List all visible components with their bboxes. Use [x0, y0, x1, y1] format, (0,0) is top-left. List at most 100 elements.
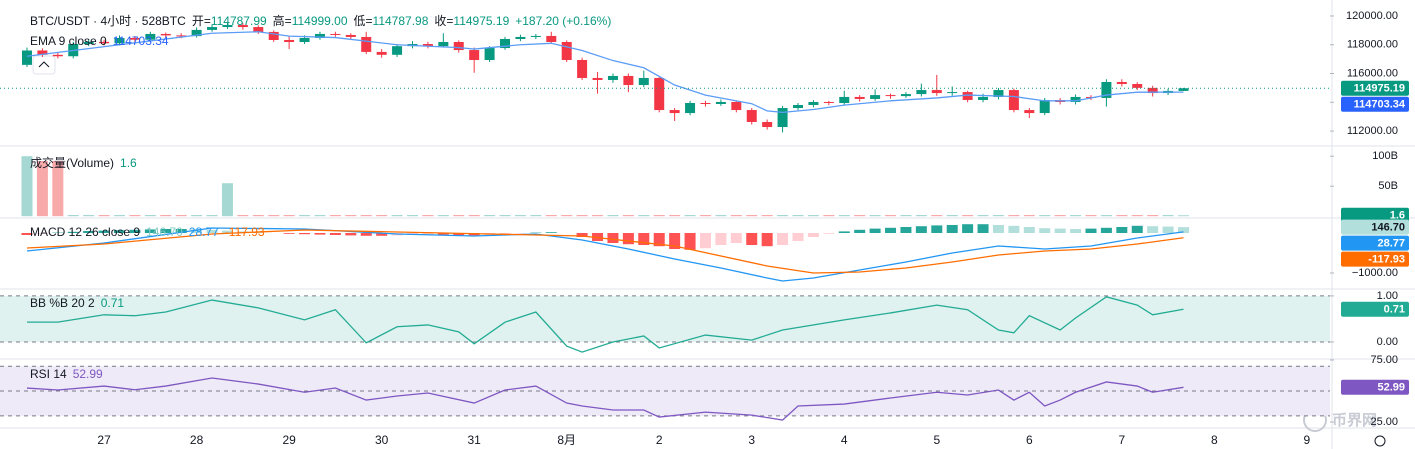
volume-bar [360, 215, 372, 217]
price-tag [1341, 207, 1409, 223]
y-tick-label: 118000.00 [1347, 39, 1398, 51]
volume-bar [854, 215, 866, 217]
volume-bar [730, 215, 742, 217]
volume-bar [314, 215, 326, 217]
legend: EMA 9 close 0 114703.34 [30, 34, 169, 48]
histogram-bar [98, 230, 110, 233]
legend: 成交量(Volume) 1.6 [30, 154, 137, 171]
volume-bar [453, 215, 465, 217]
volume-bar [699, 215, 711, 217]
legend-name: RSI 14 [30, 367, 67, 381]
candle-body [83, 41, 94, 45]
candle-body [299, 37, 310, 43]
change: +187.20 (+0.16%) [515, 13, 612, 28]
candle-body [469, 50, 480, 60]
ohlc-value: 114999.00 [291, 14, 348, 28]
histogram-bar [807, 233, 819, 237]
histogram-bar [191, 229, 203, 233]
volume-bar [206, 215, 218, 217]
volume-bar [545, 215, 557, 217]
histogram-bar [329, 233, 341, 235]
candle-body [947, 92, 958, 94]
volume-bar [98, 215, 110, 217]
legend-value: 52.99 [72, 367, 103, 381]
candle-body [561, 42, 572, 60]
histogram-bar [144, 229, 156, 233]
x-tick-label: 9 [1304, 433, 1311, 447]
histogram-bar [992, 225, 1004, 233]
volume-bar [114, 215, 126, 217]
indicator-line [26, 296, 1184, 353]
candle-body [422, 44, 433, 47]
x-tick-label: 7 [1118, 433, 1125, 447]
volume-bar [761, 215, 773, 217]
volume-bar [160, 215, 172, 217]
x-tick-label: 6 [1026, 433, 1033, 447]
volume-bar [499, 215, 511, 217]
volume-bar [1131, 215, 1143, 217]
volume-bar [1116, 215, 1128, 217]
x-tick-label: 31 [467, 433, 481, 447]
candle-body [530, 35, 541, 37]
legend-value: 1.6 [120, 155, 137, 170]
candle-body [52, 54, 63, 57]
y-tick-label: 75.00 [1370, 354, 1398, 366]
candle-body [21, 50, 32, 65]
volume-bar [931, 215, 943, 217]
candle-body [438, 42, 449, 47]
histogram-bar [175, 229, 187, 233]
volume-bar [283, 215, 295, 217]
histogram-bar [1008, 225, 1020, 233]
histogram-bar [931, 225, 943, 233]
settings-icon[interactable] [1374, 435, 1386, 447]
candle-body [870, 95, 881, 99]
volume-bar [1100, 215, 1112, 217]
candle-body [314, 33, 325, 38]
candle-body [885, 95, 896, 97]
histogram-bar [730, 233, 742, 243]
histogram-bar [345, 233, 357, 236]
collapse-button[interactable] [32, 55, 56, 75]
volume-bar [885, 215, 897, 217]
ohlc: 高=114999.00 [273, 12, 348, 29]
price-tag-label: 1.6 [1390, 210, 1405, 222]
price-tag [1341, 301, 1409, 317]
histogram-bar [885, 227, 897, 233]
histogram-bar [699, 233, 711, 249]
price-tag-label: 146.70 [1371, 222, 1405, 234]
histogram-bar [1085, 228, 1097, 233]
volume-bar [1085, 215, 1097, 217]
histogram-bar [607, 233, 619, 243]
legend-name: MACD 12 26 close 9 [30, 225, 141, 239]
histogram-bar [1039, 228, 1051, 233]
histogram-bar [21, 233, 33, 235]
histogram-bar [669, 233, 681, 249]
candle-body [546, 35, 557, 43]
price-tag [1341, 251, 1409, 267]
volume-bar [900, 215, 912, 217]
candle-body [839, 96, 850, 103]
volume-bar [129, 215, 141, 217]
candle-body [1101, 81, 1112, 98]
candle-body [931, 90, 942, 94]
candle-body [1178, 88, 1189, 91]
volume-bar [1070, 215, 1082, 217]
histogram-bar [946, 225, 958, 233]
histogram-bar [1054, 228, 1066, 233]
volume-bar [607, 215, 619, 217]
candle-body [854, 96, 865, 99]
histogram-bar [160, 229, 172, 233]
histogram-bar [1131, 225, 1143, 233]
volume-bar [807, 215, 819, 217]
candle-body [222, 25, 233, 28]
price-tag-label: 114975.19 [1354, 83, 1405, 95]
volume-bar [946, 215, 958, 217]
panel [21, 156, 1190, 217]
candle-body [978, 96, 989, 100]
volume-bar [823, 215, 835, 217]
histogram-bar [962, 224, 974, 233]
price-tag [1341, 80, 1409, 96]
legend-name: EMA 9 close 0 [30, 34, 107, 48]
panel [21, 224, 1190, 282]
histogram-bar [437, 233, 449, 235]
